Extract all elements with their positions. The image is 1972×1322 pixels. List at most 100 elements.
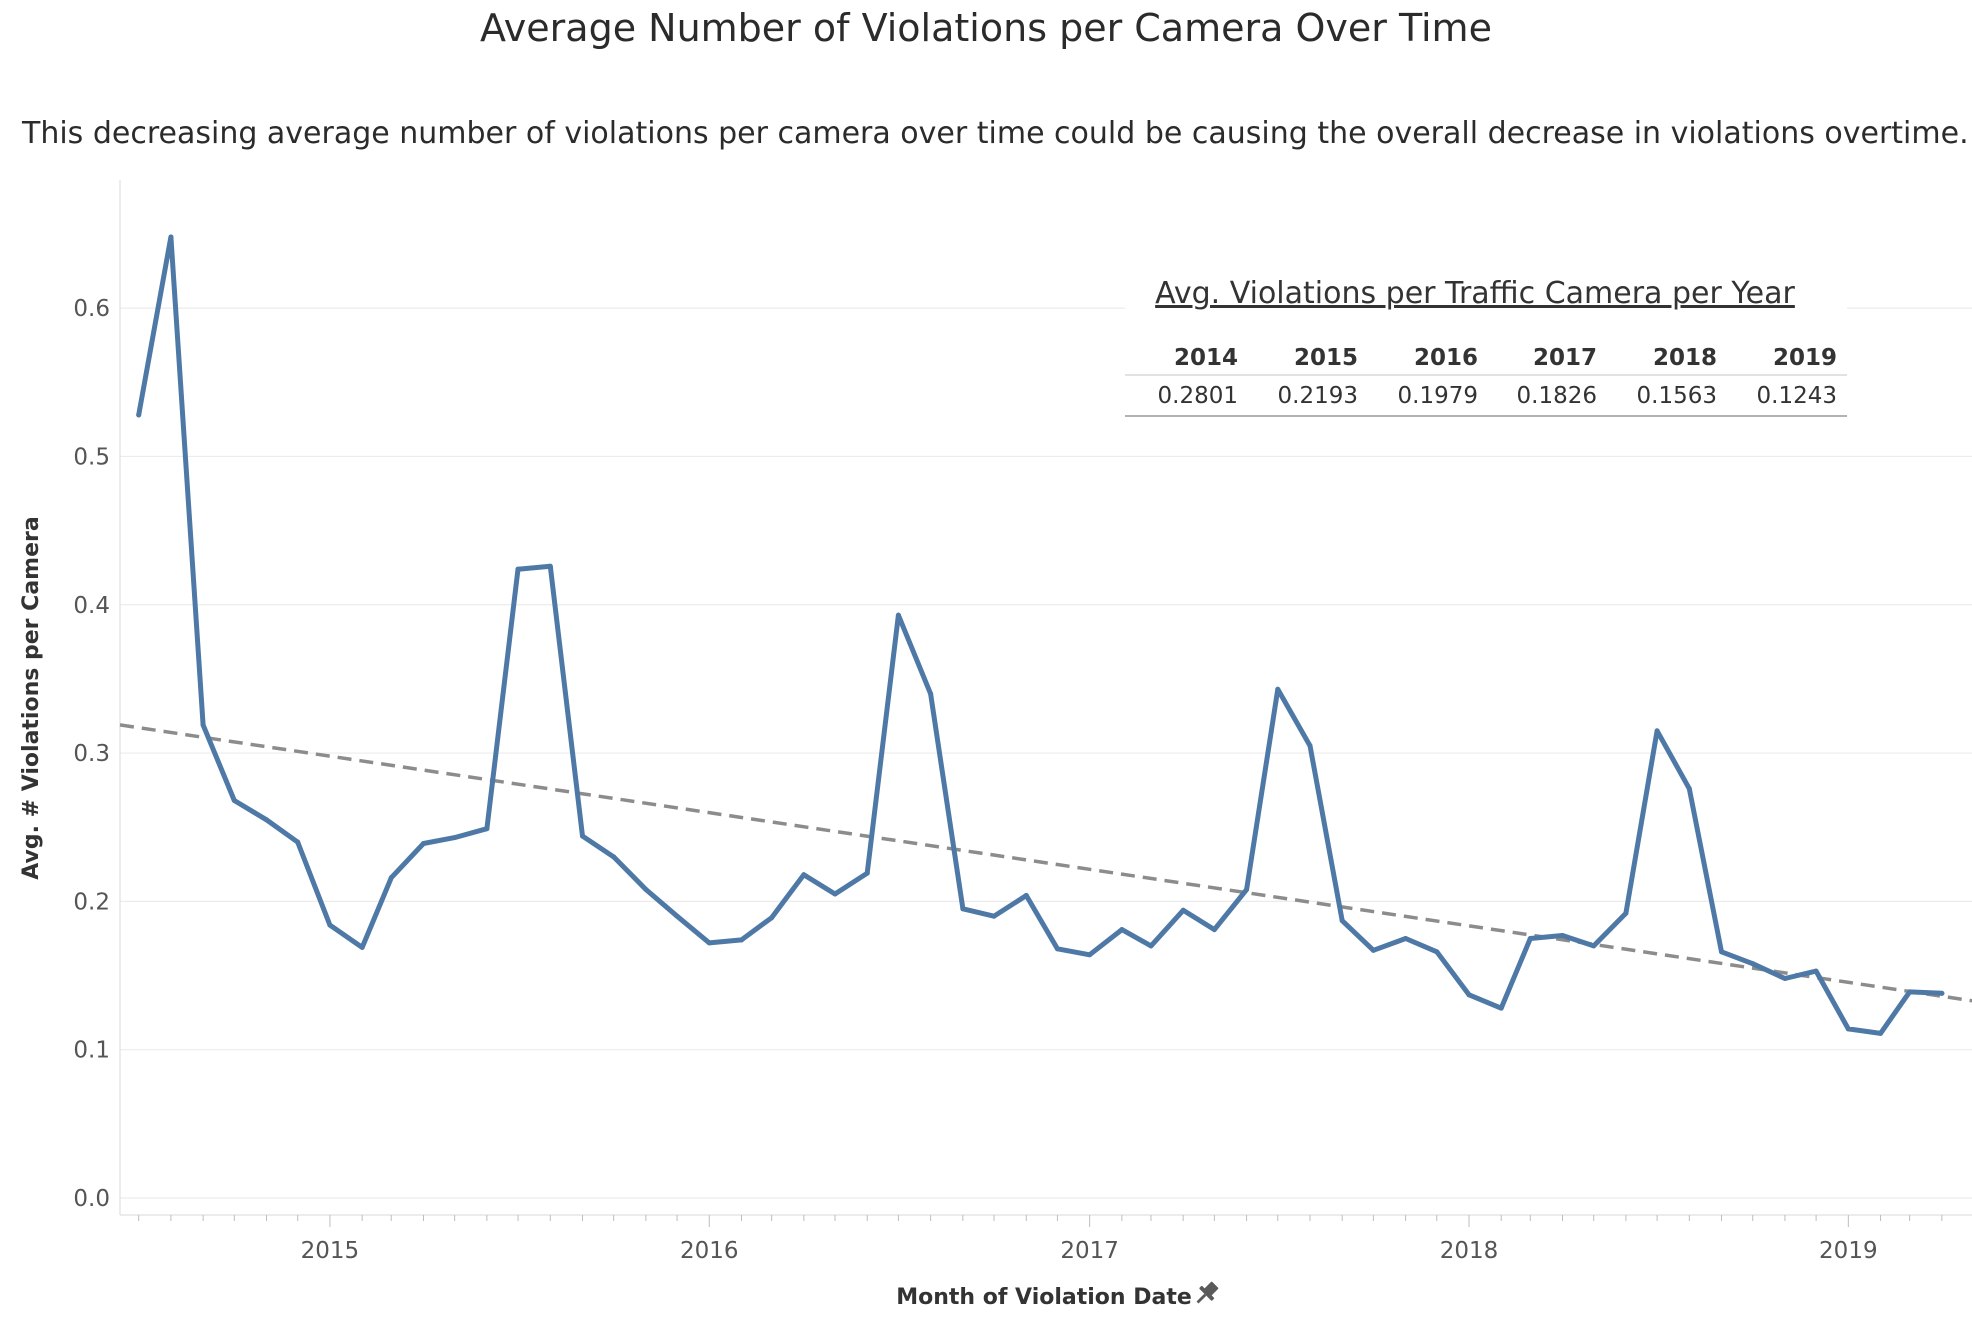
y-tick-label-2: 0.2 xyxy=(73,889,110,915)
table-cell-2014: 0.2801 xyxy=(1158,383,1238,409)
data-point-2016-03[interactable] xyxy=(769,915,775,921)
data-point-2016-06[interactable] xyxy=(864,870,870,876)
data-point-2016-08[interactable] xyxy=(928,691,934,697)
data-point-2017-05[interactable] xyxy=(1211,927,1217,933)
data-point-2017-09[interactable] xyxy=(1339,918,1345,924)
data-point-2014-10[interactable] xyxy=(231,798,237,804)
y-tick-label-0: 0.0 xyxy=(73,1186,110,1212)
data-point-2015-04[interactable] xyxy=(420,841,426,847)
data-point-2015-12[interactable] xyxy=(674,913,680,919)
data-point-2015-07[interactable] xyxy=(515,566,521,572)
x-tick-label-2015: 2015 xyxy=(301,1238,360,1264)
data-point-2017-01[interactable] xyxy=(1087,952,1093,958)
y-tick-label-4: 0.4 xyxy=(73,593,110,619)
data-point-2015-10[interactable] xyxy=(611,854,617,860)
data-point-2018-03[interactable] xyxy=(1527,935,1533,941)
y-tick-label-5: 0.5 xyxy=(73,444,110,470)
data-point-2015-06[interactable] xyxy=(484,826,490,832)
data-point-2015-09[interactable] xyxy=(579,833,585,839)
data-point-2018-06[interactable] xyxy=(1623,910,1629,916)
data-point-2015-03[interactable] xyxy=(388,875,394,881)
data-point-2017-11[interactable] xyxy=(1403,935,1409,941)
gridlines xyxy=(120,307,1972,1199)
x-tick-label-2016: 2016 xyxy=(680,1238,739,1264)
data-point-2017-02[interactable] xyxy=(1119,927,1125,933)
data-point-2018-09[interactable] xyxy=(1719,949,1725,955)
data-point-2015-08[interactable] xyxy=(547,563,553,569)
table-cell-2018: 0.1563 xyxy=(1637,383,1717,409)
data-point-2017-07[interactable] xyxy=(1275,686,1281,692)
data-point-2016-04[interactable] xyxy=(801,872,807,878)
data-point-2019-03[interactable] xyxy=(1907,989,1913,995)
data-point-2018-01[interactable] xyxy=(1466,992,1472,998)
data-point-2015-05[interactable] xyxy=(452,835,458,841)
x-tick-label-2019: 2019 xyxy=(1819,1238,1878,1264)
table-cell-2017: 0.1826 xyxy=(1517,383,1597,409)
y-tick-label-1: 0.1 xyxy=(73,1038,110,1064)
x-tick-label-2017: 2017 xyxy=(1060,1238,1119,1264)
data-point-2018-12[interactable] xyxy=(1813,968,1819,974)
data-point-2015-11[interactable] xyxy=(643,887,649,893)
table-background xyxy=(1125,262,1847,424)
data-point-2014-09[interactable] xyxy=(200,722,206,728)
x-axis-title: Month of Violation Date xyxy=(896,1285,1192,1310)
table-cell-2016: 0.1979 xyxy=(1398,383,1478,409)
data-point-2016-05[interactable] xyxy=(832,891,838,897)
trend-line xyxy=(119,723,1972,1003)
table-cell-2015: 0.2193 xyxy=(1278,383,1358,409)
data-point-2016-09[interactable] xyxy=(960,906,966,912)
series-group xyxy=(136,234,1945,1036)
data-point-2017-04[interactable] xyxy=(1180,907,1186,913)
series-line-0 xyxy=(136,234,1945,1036)
table-cell-2019: 0.1243 xyxy=(1757,383,1837,409)
table-title: Avg. Violations per Traffic Camera per Y… xyxy=(1155,276,1795,311)
data-point-2018-05[interactable] xyxy=(1591,943,1597,949)
data-point-2014-08[interactable] xyxy=(168,234,174,240)
table-header-2018: 2018 xyxy=(1653,345,1717,371)
data-point-2018-07[interactable] xyxy=(1654,728,1660,734)
data-point-2014-11[interactable] xyxy=(264,817,270,823)
data-point-2018-08[interactable] xyxy=(1686,786,1692,792)
data-point-2017-03[interactable] xyxy=(1148,943,1154,949)
data-point-2014-12[interactable] xyxy=(295,839,301,845)
data-point-2017-12[interactable] xyxy=(1434,949,1440,955)
data-point-2019-02[interactable] xyxy=(1878,1030,1884,1036)
data-point-2015-02[interactable] xyxy=(359,944,365,950)
chart-subtitle: This decreasing average number of violat… xyxy=(22,116,1969,151)
data-point-2016-01[interactable] xyxy=(706,940,712,946)
table-header-2017: 2017 xyxy=(1533,345,1597,371)
data-point-2017-08[interactable] xyxy=(1307,743,1313,749)
data-point-2016-07[interactable] xyxy=(895,612,901,618)
data-point-2018-10[interactable] xyxy=(1750,961,1756,967)
data-point-2018-04[interactable] xyxy=(1560,932,1566,938)
data-point-2019-04[interactable] xyxy=(1939,990,1945,996)
pin-icon[interactable] xyxy=(1191,1278,1221,1308)
y-axis-title: Avg. # Violations per Camera xyxy=(19,516,44,879)
y-axis-ticks: 0.0 0.1 0.2 0.3 0.4 0.5 0.6 xyxy=(73,296,110,1212)
chart-title: Average Number of Violations per Camera … xyxy=(480,6,1492,50)
data-point-2017-10[interactable] xyxy=(1370,947,1376,953)
table-header-2015: 2015 xyxy=(1294,345,1358,371)
axes xyxy=(119,180,1972,1216)
table-header-2014: 2014 xyxy=(1174,345,1238,371)
data-point-2016-10[interactable] xyxy=(991,913,997,919)
y-tick-label-6: 0.6 xyxy=(73,296,110,322)
data-point-2018-02[interactable] xyxy=(1498,1005,1504,1011)
data-point-2016-11[interactable] xyxy=(1023,892,1029,898)
data-point-2017-06[interactable] xyxy=(1244,887,1250,893)
data-point-2016-12[interactable] xyxy=(1054,946,1060,952)
x-axis-ticks: 2015 2016 2017 2018 2019 xyxy=(138,1215,1943,1264)
data-point-2018-11[interactable] xyxy=(1782,976,1788,982)
data-point-2014-07[interactable] xyxy=(136,412,142,418)
points-group xyxy=(136,234,1945,1036)
x-tick-label-2018: 2018 xyxy=(1440,1238,1499,1264)
data-point-2015-01[interactable] xyxy=(327,922,333,928)
data-point-2019-01[interactable] xyxy=(1845,1026,1851,1032)
table-header-2019: 2019 xyxy=(1773,345,1837,371)
table-header-2016: 2016 xyxy=(1414,345,1478,371)
yearly-average-table: Avg. Violations per Traffic Camera per Y… xyxy=(1125,262,1847,424)
data-point-2016-02[interactable] xyxy=(738,937,744,943)
y-tick-label-3: 0.3 xyxy=(73,741,110,767)
trend-line-group xyxy=(119,723,1972,1003)
